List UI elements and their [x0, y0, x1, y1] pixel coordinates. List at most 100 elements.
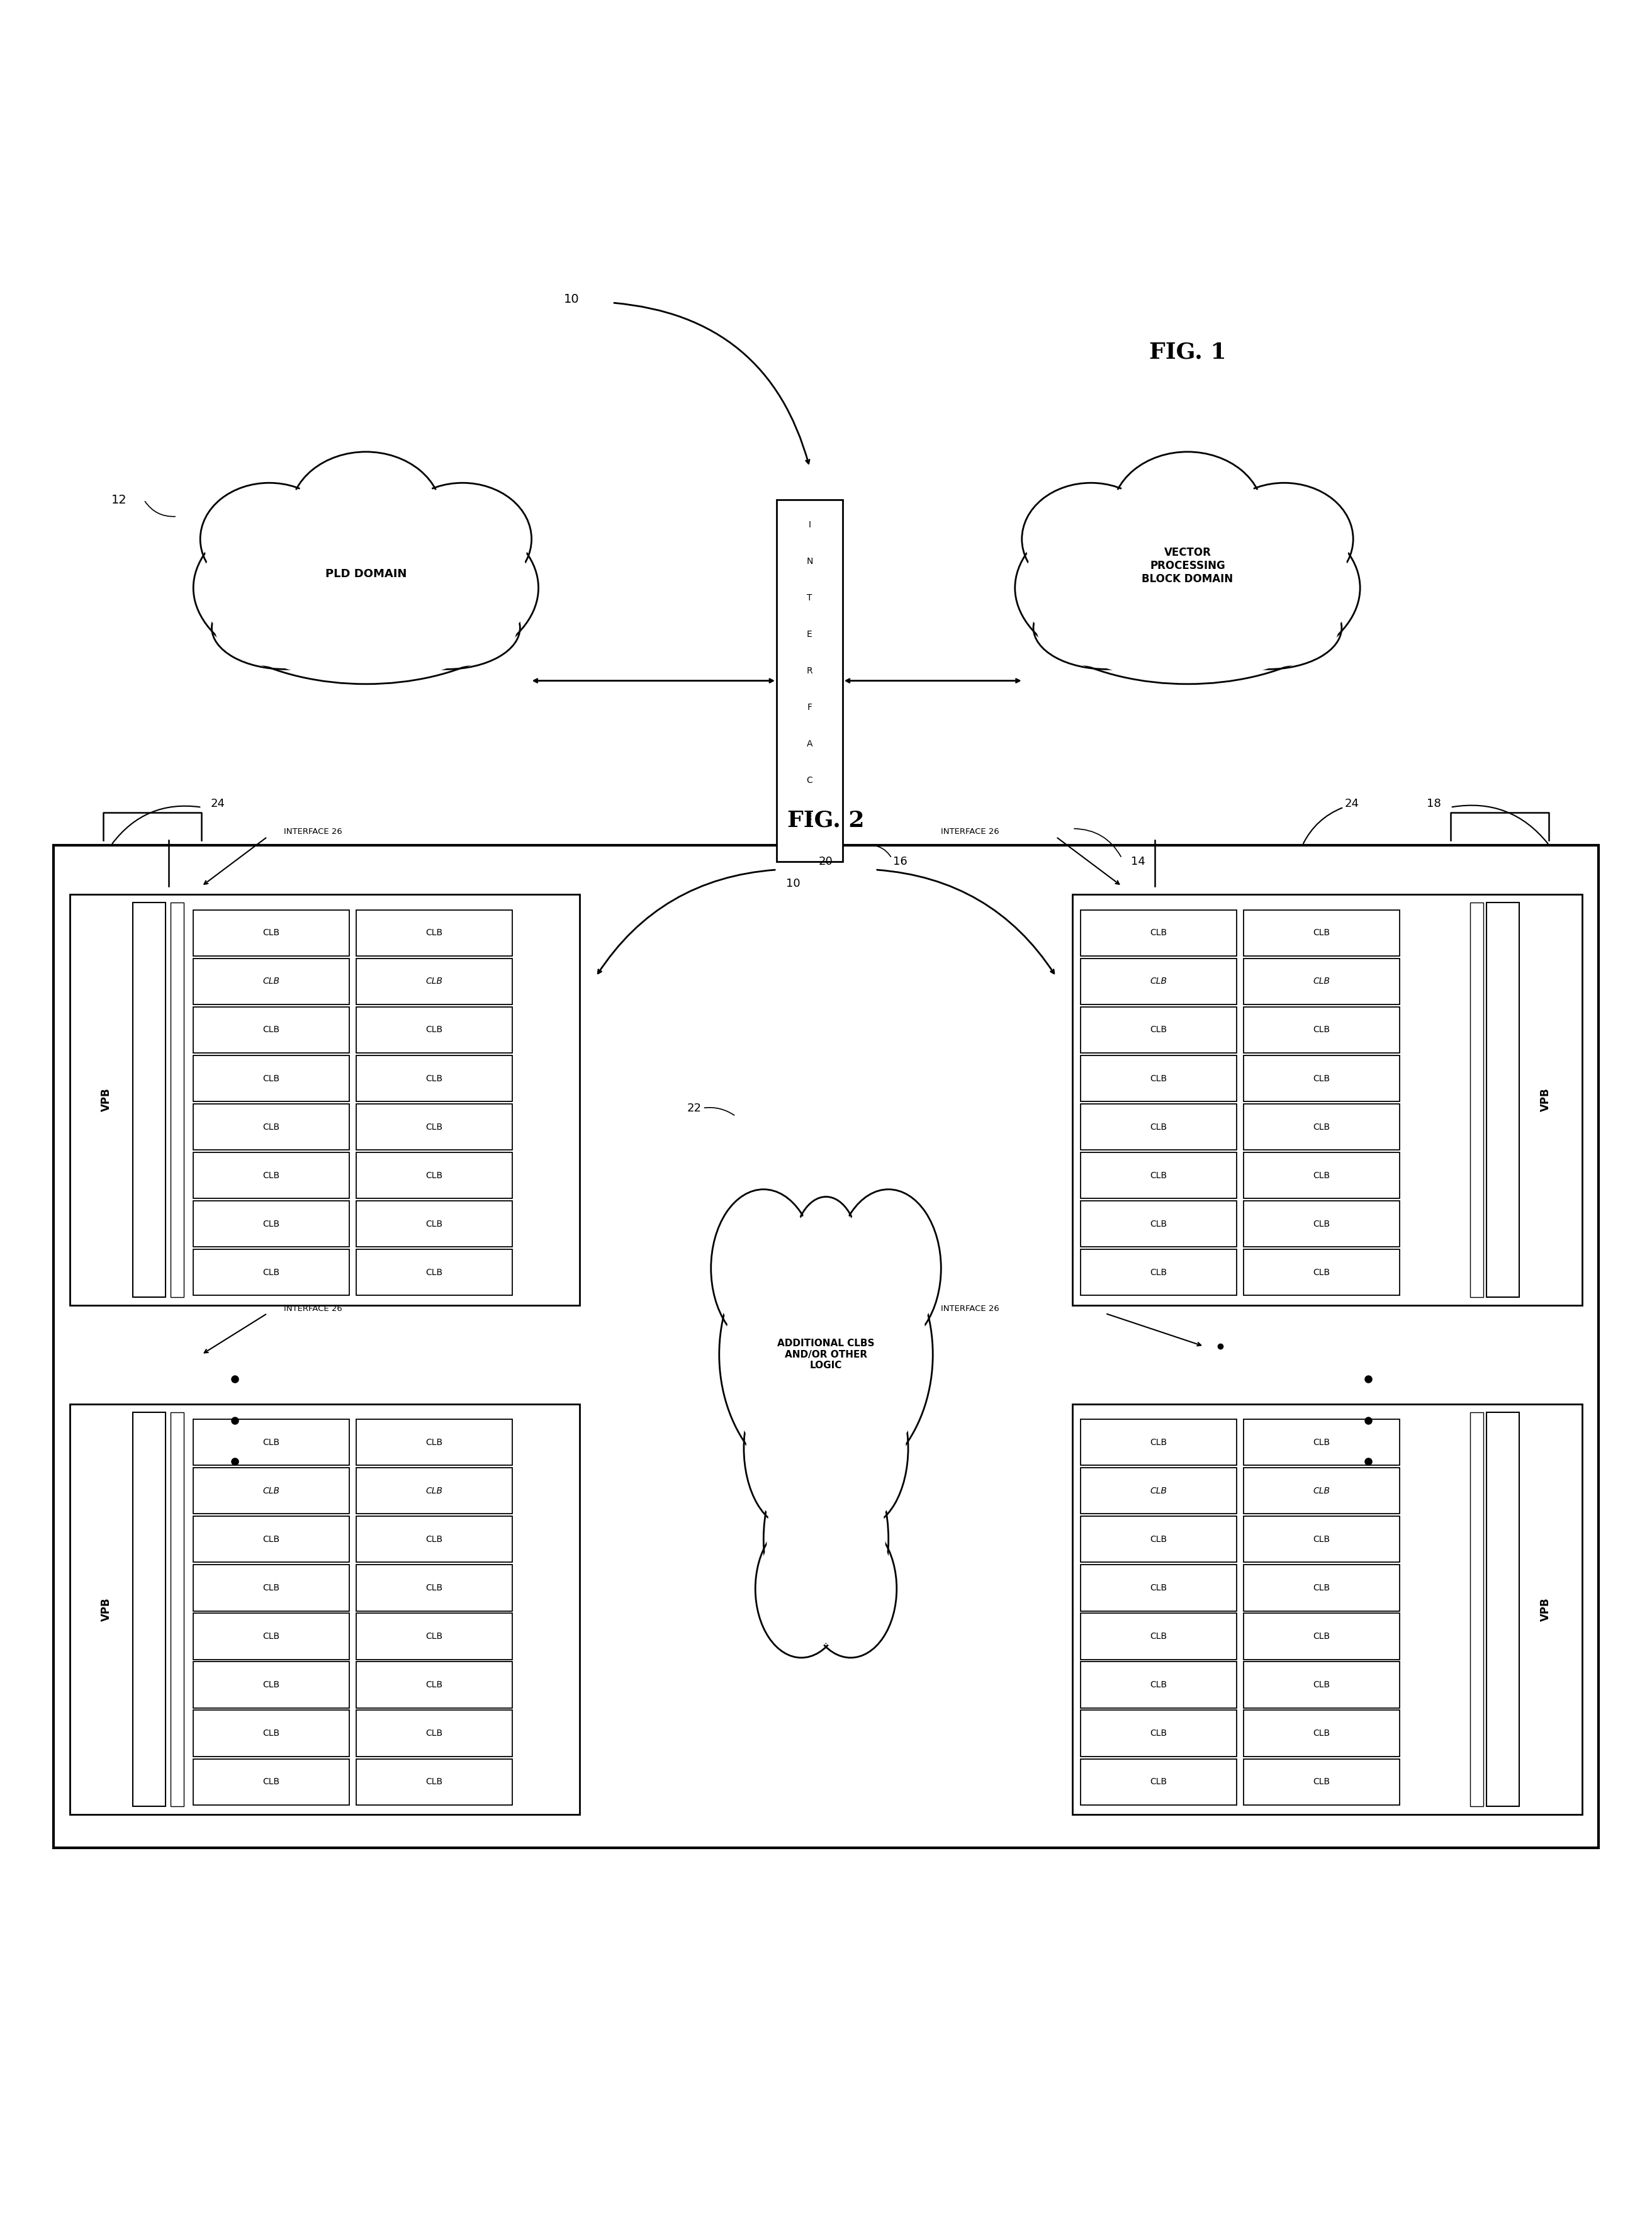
FancyBboxPatch shape: [1080, 1152, 1237, 1199]
Text: CLB: CLB: [426, 1438, 443, 1447]
Text: PLD DOMAIN: PLD DOMAIN: [325, 567, 406, 581]
Text: CLB: CLB: [1150, 1536, 1168, 1545]
Ellipse shape: [836, 1190, 942, 1347]
Ellipse shape: [1023, 483, 1160, 596]
FancyBboxPatch shape: [1244, 1662, 1399, 1709]
Text: ADDITIONAL CLBS
AND/OR OTHER
LOGIC: ADDITIONAL CLBS AND/OR OTHER LOGIC: [778, 1338, 874, 1369]
FancyBboxPatch shape: [1080, 1055, 1237, 1101]
Text: R: R: [806, 667, 813, 676]
FancyBboxPatch shape: [69, 895, 580, 1305]
Ellipse shape: [203, 485, 335, 594]
FancyBboxPatch shape: [357, 960, 512, 1004]
Text: CLB: CLB: [1313, 1075, 1330, 1084]
Text: INTERFACE 26: INTERFACE 26: [942, 829, 999, 835]
Text: 20: 20: [819, 855, 833, 866]
Text: CLB: CLB: [1150, 1487, 1168, 1496]
FancyBboxPatch shape: [1080, 1760, 1237, 1804]
Ellipse shape: [393, 483, 532, 596]
Text: CLB: CLB: [1150, 1728, 1168, 1737]
Text: CLB: CLB: [426, 977, 443, 986]
FancyBboxPatch shape: [193, 1152, 350, 1199]
FancyBboxPatch shape: [1080, 911, 1237, 955]
Text: 24: 24: [211, 798, 225, 809]
Text: CLB: CLB: [1150, 1777, 1168, 1786]
FancyBboxPatch shape: [1080, 1662, 1237, 1709]
Text: N: N: [806, 556, 813, 565]
Text: VPB: VPB: [101, 1598, 112, 1622]
Ellipse shape: [719, 1219, 933, 1489]
Ellipse shape: [767, 1440, 885, 1638]
Ellipse shape: [806, 1522, 894, 1655]
Text: CLB: CLB: [426, 1487, 443, 1496]
FancyBboxPatch shape: [1244, 1613, 1399, 1660]
FancyBboxPatch shape: [357, 1760, 512, 1804]
FancyBboxPatch shape: [357, 1152, 512, 1199]
FancyBboxPatch shape: [132, 902, 165, 1296]
Ellipse shape: [755, 1520, 847, 1658]
Text: CLB: CLB: [263, 1777, 279, 1786]
FancyBboxPatch shape: [1244, 1201, 1399, 1248]
FancyBboxPatch shape: [1470, 902, 1483, 1296]
Ellipse shape: [839, 1192, 938, 1343]
Text: CLB: CLB: [1313, 1487, 1330, 1496]
Text: 16: 16: [892, 855, 907, 866]
FancyBboxPatch shape: [1487, 1412, 1520, 1806]
Ellipse shape: [211, 587, 358, 669]
FancyBboxPatch shape: [357, 1564, 512, 1611]
FancyBboxPatch shape: [1080, 1516, 1237, 1562]
Text: FIG. 2: FIG. 2: [788, 809, 864, 831]
Text: CLB: CLB: [263, 1680, 279, 1689]
Ellipse shape: [1115, 454, 1260, 574]
Text: CLB: CLB: [1150, 1170, 1168, 1179]
Text: CLB: CLB: [263, 1170, 279, 1179]
Text: CLB: CLB: [263, 1631, 279, 1640]
Ellipse shape: [292, 454, 439, 574]
FancyBboxPatch shape: [776, 501, 843, 862]
Text: CLB: CLB: [263, 1268, 279, 1276]
Ellipse shape: [200, 496, 532, 680]
Text: CLB: CLB: [263, 1438, 279, 1447]
Text: CLB: CLB: [1150, 977, 1168, 986]
FancyBboxPatch shape: [193, 1467, 350, 1514]
FancyBboxPatch shape: [357, 1516, 512, 1562]
Ellipse shape: [725, 1225, 927, 1483]
Text: E: E: [806, 813, 813, 822]
Text: C: C: [806, 776, 813, 784]
Text: CLB: CLB: [263, 1487, 279, 1496]
Ellipse shape: [816, 1369, 909, 1527]
FancyBboxPatch shape: [193, 1055, 350, 1101]
Text: CLB: CLB: [1313, 1777, 1330, 1786]
FancyBboxPatch shape: [193, 911, 350, 955]
Ellipse shape: [396, 485, 529, 594]
Ellipse shape: [1023, 496, 1353, 680]
Text: CLB: CLB: [263, 1026, 279, 1035]
Text: CLB: CLB: [1150, 1026, 1168, 1035]
Text: CLB: CLB: [263, 1584, 279, 1593]
FancyBboxPatch shape: [193, 1516, 350, 1562]
FancyBboxPatch shape: [1487, 902, 1520, 1296]
Text: CLB: CLB: [1313, 1219, 1330, 1228]
FancyBboxPatch shape: [1244, 1760, 1399, 1804]
FancyBboxPatch shape: [193, 1760, 350, 1804]
Text: CLB: CLB: [263, 1536, 279, 1545]
FancyBboxPatch shape: [357, 1201, 512, 1248]
FancyBboxPatch shape: [1244, 1467, 1399, 1514]
Text: CLB: CLB: [263, 1075, 279, 1084]
Text: I: I: [808, 521, 811, 530]
FancyBboxPatch shape: [1244, 1516, 1399, 1562]
Text: CLB: CLB: [1313, 1728, 1330, 1737]
Text: 14: 14: [1132, 855, 1145, 866]
Ellipse shape: [795, 1199, 857, 1303]
Text: CLB: CLB: [1150, 1631, 1168, 1640]
Ellipse shape: [743, 1369, 836, 1527]
Text: CLB: CLB: [1313, 1268, 1330, 1276]
FancyBboxPatch shape: [1080, 1613, 1237, 1660]
Ellipse shape: [1198, 587, 1338, 667]
FancyBboxPatch shape: [1080, 1006, 1237, 1053]
FancyBboxPatch shape: [1080, 1564, 1237, 1611]
FancyBboxPatch shape: [357, 1711, 512, 1757]
Text: 24: 24: [1345, 798, 1360, 809]
Text: 18: 18: [1427, 798, 1441, 809]
Text: CLB: CLB: [426, 1536, 443, 1545]
FancyBboxPatch shape: [193, 1250, 350, 1296]
